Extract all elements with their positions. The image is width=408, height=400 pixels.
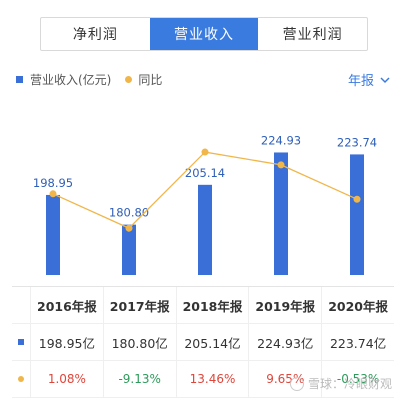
table-row-yoy: 1.08% -9.13% 13.46% 9.65% -0.53% — [12, 361, 394, 398]
metric-tabs: 净利润 营业收入 营业利润 — [40, 17, 368, 51]
revenue-bar — [274, 152, 288, 275]
watermark-text: 雪球：冷眼财观 — [307, 377, 392, 391]
table-cell: 180.80亿 — [102, 324, 176, 360]
period-label: 年报 — [347, 74, 374, 89]
tab-net-profit[interactable]: 净利润 — [72, 27, 118, 43]
data-table: 2016年报 2017年报 2018年报 2019年报 2020年报 198.9… — [12, 286, 394, 398]
chart-legend: 营业收入(亿元) 同比 — [16, 70, 162, 88]
bar-value-label: 205.14 — [185, 166, 225, 180]
line-legend-swatch — [125, 75, 133, 83]
chevron-down-icon — [380, 73, 390, 87]
yoy-point — [125, 224, 133, 232]
bar-value-label: 198.95 — [33, 176, 73, 190]
col-header: 2018年报 — [175, 287, 249, 323]
yoy-point — [49, 190, 57, 198]
col-header: 2020年报 — [321, 287, 394, 323]
bar-legend-swatch — [16, 75, 23, 83]
col-header: 2019年报 — [248, 287, 321, 323]
table-header-row: 2016年报 2017年报 2018年报 2019年报 2020年报 — [12, 287, 394, 324]
line-legend-label: 同比 — [138, 72, 163, 87]
table-cell: 13.46% — [175, 361, 249, 397]
revenue-bar — [350, 154, 364, 275]
tab-operating-profit[interactable]: 营业利润 — [282, 27, 343, 43]
yoy-point — [353, 195, 361, 203]
table-cell: 224.93亿 — [248, 324, 321, 360]
bar-value-label: 180.80 — [109, 206, 149, 220]
revenue-bar — [122, 224, 136, 275]
col-header: 2017年报 — [102, 287, 176, 323]
watermark: 雪球：冷眼财观 — [289, 375, 392, 392]
table-cell: 1.08% — [30, 361, 103, 397]
yoy-point — [201, 148, 209, 156]
snowball-logo-icon — [289, 376, 304, 391]
revenue-bar — [198, 184, 212, 275]
table-cell: 205.14亿 — [175, 324, 249, 360]
table-cell: -0.53% — [321, 361, 394, 397]
table-cell: -9.13% — [102, 361, 176, 397]
table-cell: 223.74亿 — [321, 324, 394, 360]
table-row-revenue: 198.95亿 180.80亿 205.14亿 224.93亿 223.74亿 — [12, 324, 394, 361]
col-header: 2016年报 — [30, 287, 103, 323]
period-dropdown[interactable]: 年报 — [348, 70, 390, 89]
bar-series-icon — [18, 339, 24, 345]
line-series-icon — [18, 376, 24, 382]
revenue-chart: 198.95 180.80 205.14 224.93 223.74 — [33, 133, 377, 275]
revenue-bar — [46, 194, 60, 275]
tab-revenue[interactable]: 营业收入 — [149, 18, 259, 50]
bar-value-label: 223.74 — [337, 135, 377, 149]
yoy-point — [277, 161, 285, 169]
table-cell: 198.95亿 — [30, 324, 103, 360]
bar-legend-label: 营业收入(亿元) — [30, 72, 112, 87]
bar-value-label: 224.93 — [261, 133, 301, 147]
